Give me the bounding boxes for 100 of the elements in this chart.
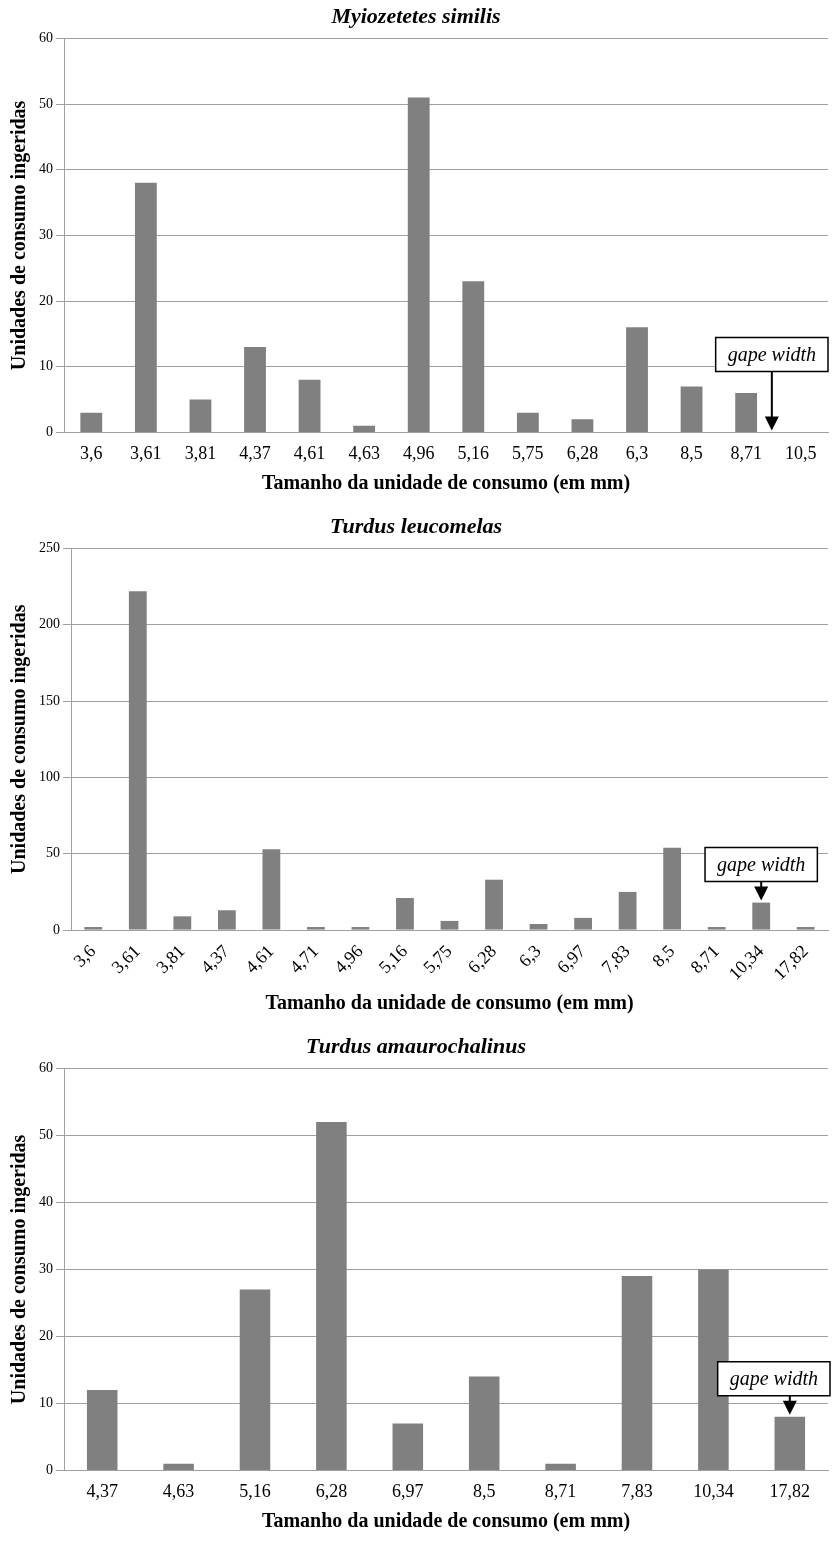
x-tick-label: 4,71 <box>285 940 323 978</box>
bar <box>774 1416 806 1470</box>
x-tick-label: 3,6 <box>69 940 100 971</box>
bar <box>485 879 503 930</box>
bar <box>163 1463 194 1470</box>
chart-title: Turdus amaurochalinus <box>306 1032 526 1058</box>
bar <box>244 347 266 432</box>
bar <box>217 910 236 930</box>
x-tick-label: 4,37 <box>196 940 234 978</box>
y-axis-title: Unidades de consumo ingeridas <box>7 1134 31 1405</box>
x-tick-label: 6,97 <box>552 940 590 978</box>
x-tick-label: 4,96 <box>402 442 435 463</box>
y-tick-label: 40 <box>39 161 53 177</box>
x-tick-label: 7,83 <box>597 940 634 978</box>
y-tick-label: 250 <box>39 540 60 556</box>
x-axis-title: Tamanho da unidade de consumo (em mm) <box>265 991 634 1015</box>
bar <box>529 923 548 930</box>
bar <box>626 327 648 432</box>
bar <box>396 898 414 930</box>
y-tick-label: 0 <box>46 424 53 440</box>
x-tick-label: 5,16 <box>239 1480 271 1501</box>
bar <box>239 1289 271 1470</box>
x-tick-label: 3,61 <box>130 442 162 463</box>
bar <box>84 927 103 930</box>
y-tick-label: 50 <box>39 95 53 111</box>
x-tick-label: 3,6 <box>80 442 103 463</box>
x-tick-label: 8,5 <box>680 442 703 463</box>
x-tick-label: 5,75 <box>419 940 456 978</box>
y-tick-label: 20 <box>39 1328 53 1344</box>
x-tick-label: 17,82 <box>769 1480 811 1501</box>
bar <box>86 1390 118 1470</box>
x-tick-label: 6,28 <box>566 442 599 463</box>
y-tick-label: 10 <box>39 358 53 374</box>
chart-title: Myiozetetes similis <box>330 2 501 28</box>
x-tick-label: 3,61 <box>107 940 144 978</box>
x-tick-label: 8,5 <box>648 940 679 971</box>
y-tick-label: 0 <box>46 1462 53 1478</box>
bar <box>680 386 703 432</box>
x-tick-label: 6,3 <box>514 940 545 971</box>
bar <box>663 847 682 930</box>
x-tick-label: 4,63 <box>162 1480 195 1501</box>
bar <box>574 917 592 930</box>
x-tick-label: 4,96 <box>330 940 367 978</box>
x-tick-label: 3,81 <box>184 442 217 463</box>
bar <box>618 891 637 930</box>
y-axis-title: Unidades de consumo ingeridas <box>7 100 31 371</box>
x-tick-label: 3,81 <box>152 940 189 978</box>
x-tick-label: 6,3 <box>625 442 649 463</box>
bar <box>440 920 459 930</box>
chart-title: Turdus leucomelas <box>329 512 503 538</box>
x-tick-label: 7,83 <box>621 1480 653 1501</box>
bar <box>262 849 281 930</box>
x-tick-label: 10,34 <box>693 1480 734 1501</box>
x-tick-label: 4,63 <box>348 442 380 463</box>
bar <box>698 1269 729 1470</box>
bar <box>707 927 726 930</box>
bar <box>468 1376 500 1470</box>
bar <box>351 927 370 930</box>
bar <box>545 1463 576 1470</box>
x-tick-label: 4,61 <box>293 442 326 463</box>
x-tick-label: 8,71 <box>730 442 762 463</box>
y-tick-label: 50 <box>46 845 60 861</box>
x-tick-label: 8,5 <box>472 1480 496 1501</box>
bar <box>316 1122 347 1470</box>
x-tick-label: 8,71 <box>544 1480 577 1501</box>
bar <box>462 281 485 432</box>
y-tick-label: 200 <box>39 616 60 632</box>
bar <box>621 1276 653 1470</box>
bar <box>128 591 147 930</box>
bar <box>353 425 376 432</box>
bar <box>307 927 325 930</box>
x-axis-title: Tamanho da unidade de consumo (em mm) <box>261 1509 631 1533</box>
y-tick-label: 100 <box>39 769 60 785</box>
y-tick-label: 60 <box>39 1060 53 1076</box>
y-tick-label: 30 <box>39 1261 53 1277</box>
annotation: gape width <box>717 852 806 876</box>
y-tick-label: 60 <box>39 30 53 46</box>
bar <box>392 1423 424 1470</box>
bar <box>571 419 594 432</box>
annotation: gape width <box>729 1367 819 1391</box>
bar <box>407 97 430 432</box>
y-tick-label: 40 <box>39 1194 53 1210</box>
y-tick-label: 50 <box>39 1127 53 1143</box>
x-tick-label: 6,97 <box>392 1480 424 1501</box>
bar <box>735 393 758 432</box>
x-tick-label: 5,16 <box>374 940 412 978</box>
x-axis-title: Tamanho da unidade de consumo (em mm) <box>261 471 631 495</box>
annotation: gape width <box>727 342 817 366</box>
y-axis-title: Unidades de consumo ingeridas <box>7 604 31 874</box>
bar <box>80 412 103 432</box>
y-tick-label: 20 <box>39 292 53 308</box>
x-tick-label: 8,71 <box>686 940 723 978</box>
bar <box>173 916 192 930</box>
y-tick-label: 30 <box>39 227 53 243</box>
x-tick-label: 6,28 <box>315 1480 348 1501</box>
x-tick-label: 5,75 <box>512 442 544 463</box>
x-tick-label: 10,5 <box>784 442 817 463</box>
x-tick-label: 4,37 <box>86 1480 118 1501</box>
y-tick-label: 10 <box>39 1395 53 1411</box>
bar <box>189 399 212 432</box>
